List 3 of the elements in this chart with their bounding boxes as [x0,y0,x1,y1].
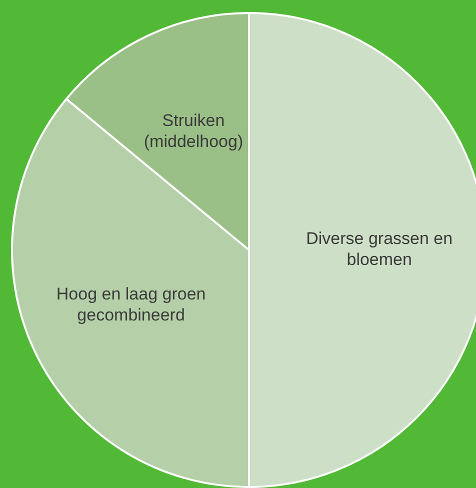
slice-label: Diverse grassen en bloemen [306,229,453,270]
slice-label: Hoog en laag groen gecombineerd [56,284,206,325]
slice-label: Struiken (middelhoog) [144,111,244,152]
